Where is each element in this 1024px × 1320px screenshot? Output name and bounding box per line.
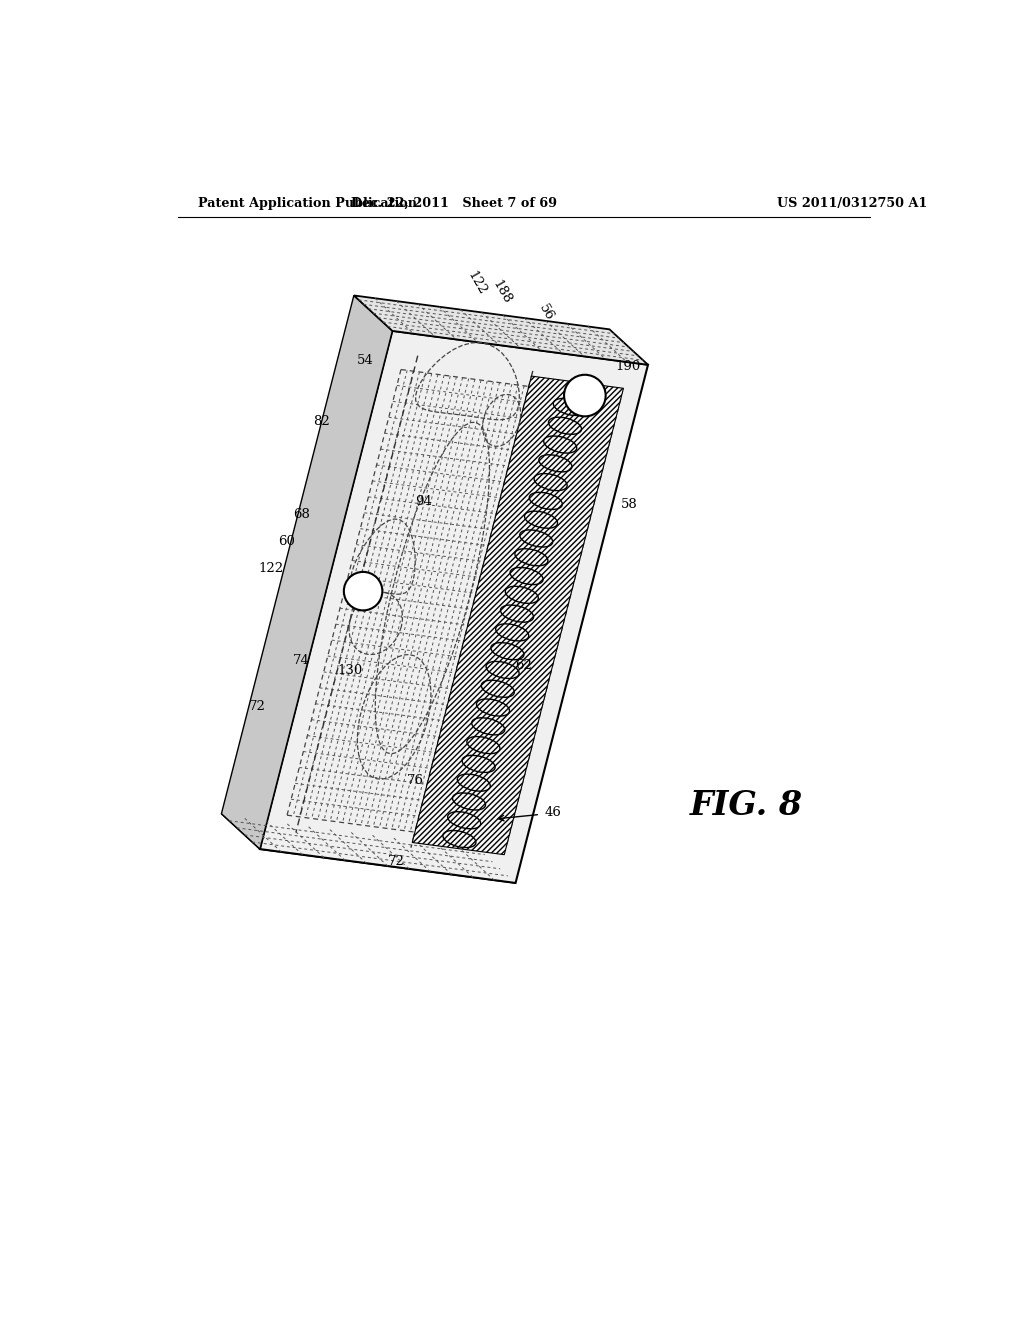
Circle shape — [564, 375, 605, 416]
Text: 122: 122 — [258, 561, 284, 574]
Polygon shape — [221, 813, 515, 883]
Text: 62: 62 — [515, 659, 531, 672]
Text: 122: 122 — [465, 269, 489, 297]
Text: Patent Application Publication: Patent Application Publication — [199, 197, 418, 210]
Text: 76: 76 — [407, 774, 424, 787]
Polygon shape — [354, 296, 648, 364]
Polygon shape — [221, 296, 392, 849]
Text: 94: 94 — [415, 495, 431, 508]
Text: FIG. 8: FIG. 8 — [690, 789, 803, 821]
Text: 130: 130 — [337, 664, 362, 677]
Text: 72: 72 — [249, 700, 266, 713]
Polygon shape — [260, 331, 648, 883]
Text: 72: 72 — [388, 855, 404, 869]
Text: 58: 58 — [622, 499, 638, 511]
Text: 188: 188 — [489, 279, 514, 306]
Text: 46: 46 — [544, 807, 561, 820]
Text: US 2011/0312750 A1: US 2011/0312750 A1 — [777, 197, 928, 210]
Text: 68: 68 — [293, 508, 310, 520]
Text: 82: 82 — [313, 416, 330, 428]
Text: 74: 74 — [293, 653, 310, 667]
Text: 190: 190 — [615, 360, 641, 372]
Text: 54: 54 — [357, 354, 374, 367]
Circle shape — [344, 572, 382, 610]
Text: 60: 60 — [278, 535, 295, 548]
Text: 56: 56 — [537, 302, 556, 323]
Polygon shape — [413, 376, 624, 854]
Text: Dec. 22, 2011   Sheet 7 of 69: Dec. 22, 2011 Sheet 7 of 69 — [351, 197, 557, 210]
